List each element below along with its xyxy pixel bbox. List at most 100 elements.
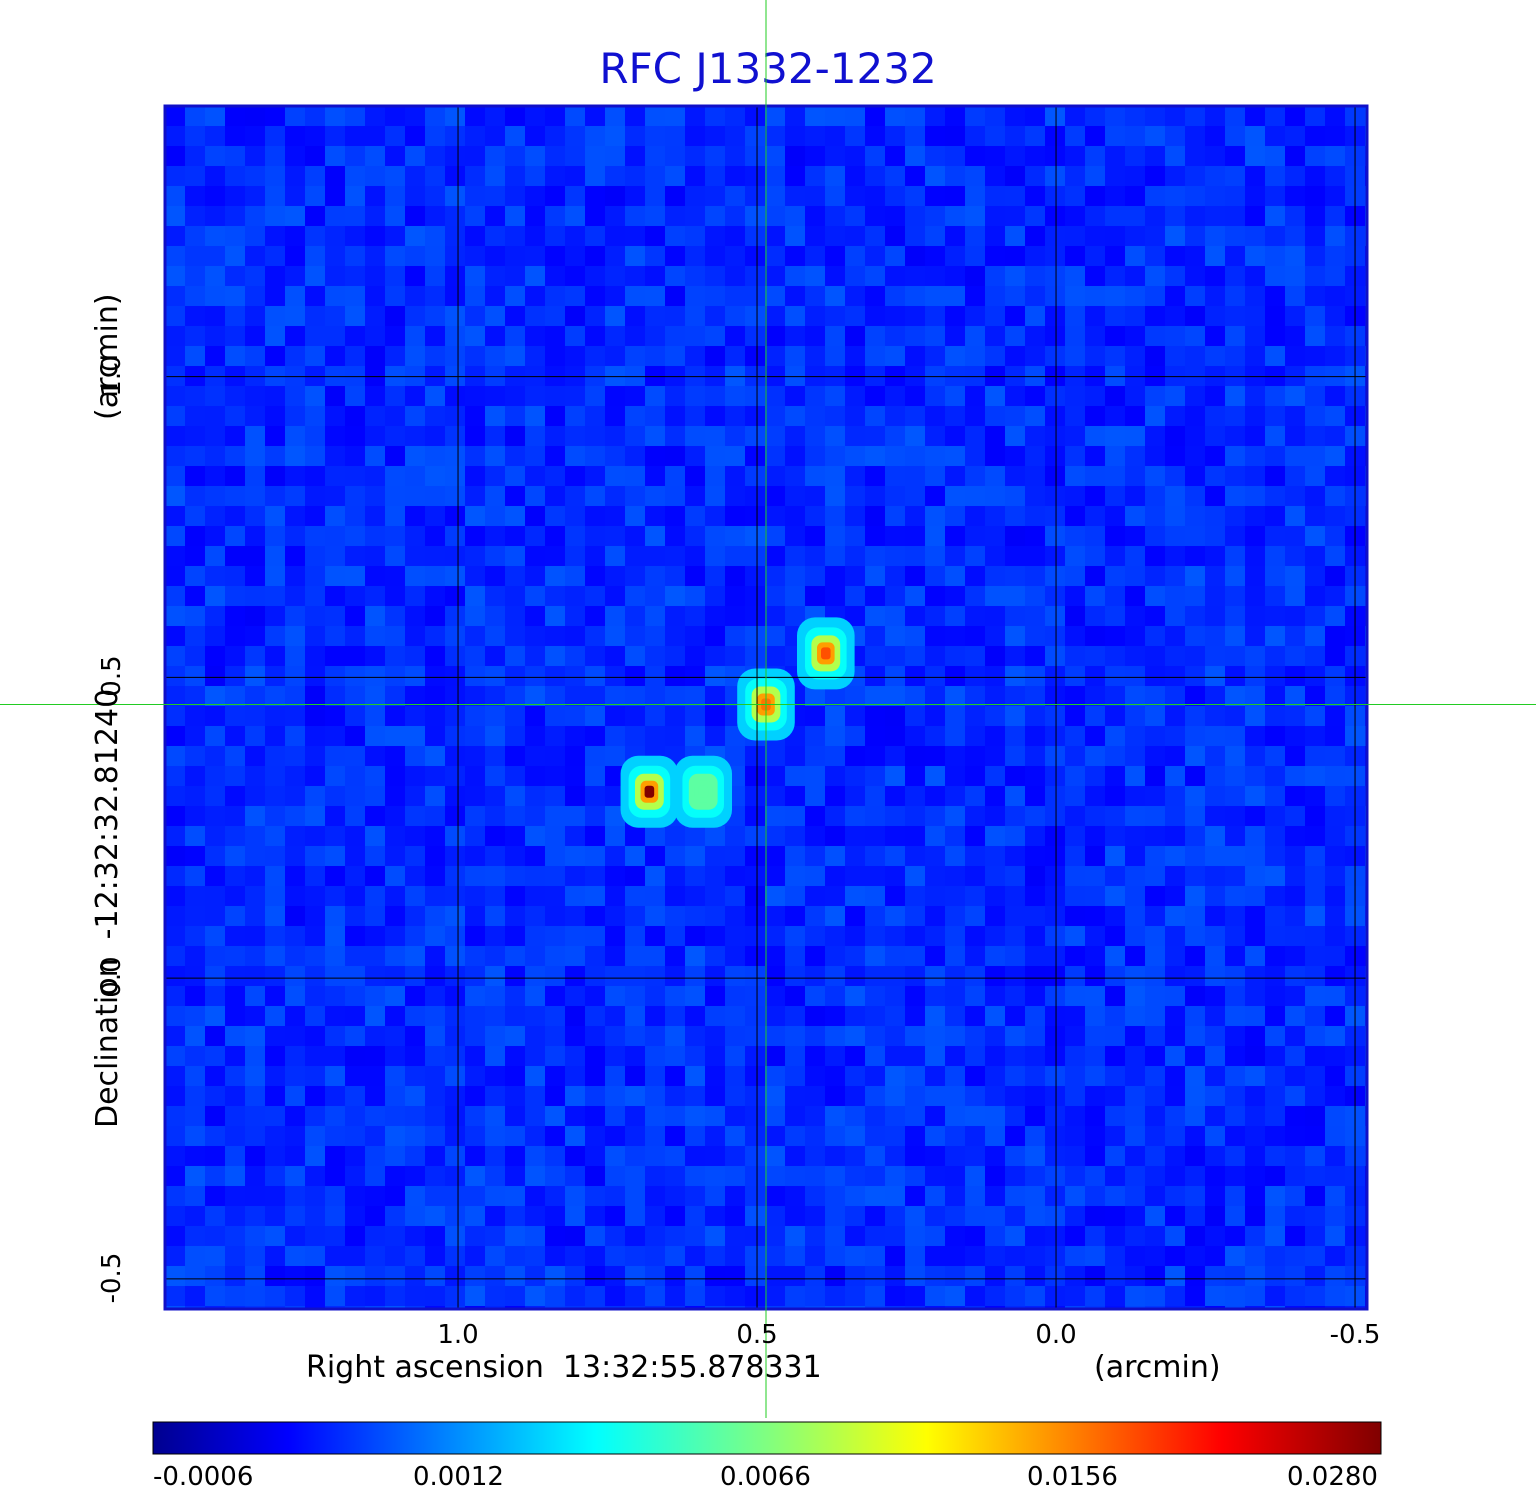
noise-cell xyxy=(185,1186,205,1206)
noise-cell xyxy=(605,1126,625,1146)
noise-cell xyxy=(1185,786,1205,806)
noise-cell xyxy=(345,306,365,326)
noise-cell xyxy=(605,1266,625,1286)
noise-cell xyxy=(705,486,725,506)
noise-cell xyxy=(545,706,565,726)
noise-cell xyxy=(965,1206,985,1226)
noise-cell xyxy=(405,126,425,146)
noise-cell xyxy=(745,1126,765,1146)
noise-cell xyxy=(685,1006,705,1026)
noise-cell xyxy=(505,1186,525,1206)
noise-cell xyxy=(925,906,945,926)
noise-cell xyxy=(1105,746,1125,766)
noise-cell xyxy=(265,746,285,766)
noise-cell xyxy=(585,766,605,786)
noise-cell xyxy=(805,586,825,606)
noise-cell xyxy=(485,1206,505,1226)
noise-cell xyxy=(1185,746,1205,766)
noise-cell xyxy=(1145,846,1165,866)
noise-cell xyxy=(885,286,905,306)
noise-cell xyxy=(1185,426,1205,446)
noise-cell xyxy=(1125,726,1145,746)
noise-cell xyxy=(345,1106,365,1126)
noise-cell xyxy=(585,306,605,326)
noise-cell xyxy=(1085,126,1105,146)
noise-cell xyxy=(1125,286,1145,306)
noise-cell xyxy=(805,766,825,786)
noise-cell xyxy=(205,1006,225,1026)
noise-cell xyxy=(1105,646,1125,666)
noise-cell xyxy=(565,1286,585,1306)
noise-cell xyxy=(1205,426,1225,446)
noise-cell xyxy=(785,1086,805,1106)
noise-cell xyxy=(165,826,185,846)
noise-cell xyxy=(445,186,465,206)
noise-cell xyxy=(885,746,905,766)
noise-cell xyxy=(885,706,905,726)
noise-cell xyxy=(285,606,305,626)
noise-cell xyxy=(185,806,205,826)
noise-cell xyxy=(405,1266,425,1286)
noise-cell xyxy=(245,666,265,686)
noise-cell xyxy=(485,406,505,426)
noise-cell xyxy=(1325,626,1345,646)
noise-cell xyxy=(825,726,845,746)
noise-cell xyxy=(285,446,305,466)
noise-cell xyxy=(965,846,985,866)
noise-cell xyxy=(545,1166,565,1186)
noise-cell xyxy=(165,766,185,786)
noise-cell xyxy=(425,806,445,826)
noise-cell xyxy=(825,906,845,926)
noise-cell xyxy=(425,426,445,446)
noise-cell xyxy=(665,286,685,306)
noise-cell xyxy=(385,906,405,926)
noise-cell xyxy=(625,126,645,146)
noise-cell xyxy=(565,866,585,886)
noise-cell xyxy=(1085,706,1105,726)
noise-cell xyxy=(1005,766,1025,786)
noise-cell xyxy=(905,406,925,426)
noise-cell xyxy=(345,706,365,726)
noise-cell xyxy=(1245,126,1265,146)
noise-cell xyxy=(1105,906,1125,926)
noise-cell xyxy=(1005,1146,1025,1166)
noise-cell xyxy=(205,166,225,186)
noise-cell xyxy=(1305,1106,1325,1126)
noise-cell xyxy=(1165,866,1185,886)
noise-cell xyxy=(505,646,525,666)
noise-cell xyxy=(865,906,885,926)
noise-cell xyxy=(985,286,1005,306)
noise-cell xyxy=(585,526,605,546)
noise-cell xyxy=(1185,1106,1205,1126)
noise-cell xyxy=(425,346,445,366)
noise-cell xyxy=(885,846,905,866)
noise-cell xyxy=(1085,526,1105,546)
noise-cell xyxy=(1125,966,1145,986)
noise-cell xyxy=(465,426,485,446)
noise-cell xyxy=(245,326,265,346)
noise-cell xyxy=(385,166,405,186)
noise-cell xyxy=(925,346,945,366)
noise-cell xyxy=(345,906,365,926)
noise-cell xyxy=(465,886,485,906)
noise-cell xyxy=(705,666,725,686)
noise-cell xyxy=(805,1106,825,1126)
noise-cell xyxy=(845,346,865,366)
noise-cell xyxy=(1025,1206,1045,1226)
noise-cell xyxy=(1085,1206,1105,1226)
noise-cell xyxy=(585,426,605,446)
noise-cell xyxy=(905,486,925,506)
noise-cell xyxy=(545,626,565,646)
noise-cell xyxy=(185,126,205,146)
noise-cell xyxy=(1145,866,1165,886)
noise-cell xyxy=(725,526,745,546)
noise-cell xyxy=(645,526,665,546)
noise-cell xyxy=(1105,1046,1125,1066)
noise-cell xyxy=(265,926,285,946)
noise-cell xyxy=(1045,406,1065,426)
noise-cell xyxy=(185,306,205,326)
noise-cell xyxy=(745,466,765,486)
noise-cell xyxy=(1065,1126,1085,1146)
noise-cell xyxy=(765,546,785,566)
noise-cell xyxy=(1225,1166,1245,1186)
